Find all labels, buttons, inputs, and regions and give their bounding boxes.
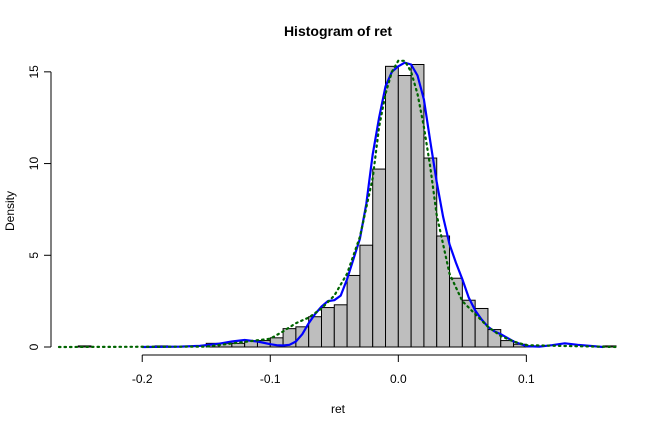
histogram-bars bbox=[77, 64, 617, 348]
x-axis-label: ret bbox=[331, 402, 346, 416]
histogram-bar-17 bbox=[397, 75, 412, 348]
y-tick-label-1: 5 bbox=[27, 252, 41, 259]
histogram-bar-11 bbox=[320, 307, 335, 348]
y-tick-label-3: 15 bbox=[27, 65, 41, 79]
histogram-bar-14 bbox=[359, 244, 374, 348]
histogram-bar-9 bbox=[295, 326, 310, 348]
x-tick-label-2: 0.0 bbox=[390, 372, 407, 386]
x-tick-label-1: -0.1 bbox=[260, 372, 281, 386]
y-tick-label-2: 10 bbox=[27, 157, 41, 171]
y-tick-label-0: 0 bbox=[27, 343, 41, 350]
y-axis: 0 5 10 15 bbox=[27, 65, 52, 350]
histogram-bar-4 bbox=[231, 342, 246, 348]
x-axis: -0.2 -0.1 0.0 0.1 bbox=[132, 354, 535, 386]
histogram-bar-18 bbox=[410, 64, 425, 348]
y-axis-label: Density bbox=[3, 191, 17, 231]
chart-title: Histogram of ret bbox=[284, 23, 392, 39]
x-tick-label-3: 0.1 bbox=[518, 372, 535, 386]
histogram-bar-12 bbox=[333, 304, 348, 348]
density-curves bbox=[57, 59, 618, 349]
histogram-bar-20 bbox=[436, 235, 451, 348]
histogram-bar-15 bbox=[372, 168, 387, 348]
histogram-bar-19 bbox=[423, 157, 438, 348]
x-tick-label-0: -0.2 bbox=[132, 372, 153, 386]
histogram-bar-13 bbox=[346, 274, 361, 348]
normal-density-curve bbox=[57, 59, 618, 349]
histogram-bar-16 bbox=[385, 65, 399, 348]
